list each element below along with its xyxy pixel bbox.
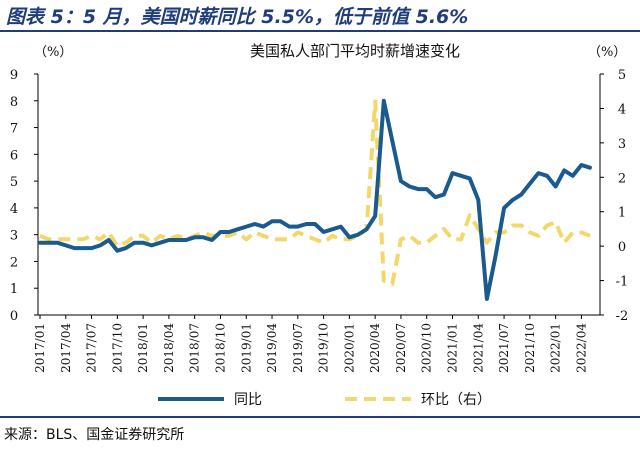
right-y-tick-label: 4 [618, 102, 626, 117]
x-tick-label: 2018/10 [213, 323, 227, 373]
x-tick-label: 2020/10 [420, 323, 434, 373]
x-tick-label: 2020/01 [342, 323, 356, 373]
right-y-tick-label: 1 [618, 206, 626, 221]
x-tick-label: 2020/07 [394, 323, 408, 373]
chart-legend: 同比 环比（右） [158, 392, 491, 408]
right-y-tick-label: 2 [618, 171, 626, 186]
left-axis-unit: （%） [34, 45, 72, 60]
right-y-tick-label: -2 [616, 309, 629, 324]
left-y-tick-label: 7 [10, 122, 18, 137]
chart-title: 美国私人部门平均时薪增速变化 [250, 42, 460, 60]
x-tick-label: 2022/01 [549, 323, 563, 373]
right-y-tick-label: 0 [618, 240, 626, 255]
left-y-tick-label: 9 [10, 68, 18, 83]
series-line-mom [39, 99, 591, 286]
x-tick-label: 2018/01 [136, 323, 150, 373]
legend-item-mom-label: 环比（右） [421, 392, 491, 408]
x-tick-label: 2019/10 [317, 323, 331, 373]
left-y-tick-label: 1 [10, 282, 18, 297]
x-tick-label: 2017/04 [59, 323, 73, 373]
right-y-tick-label: 3 [618, 137, 626, 152]
x-tick-label: 2021/04 [471, 323, 485, 373]
x-tick-label: 2019/07 [291, 323, 305, 373]
x-tick-label: 2018/07 [188, 323, 202, 373]
x-tick-label: 2019/01 [239, 323, 253, 373]
x-tick-label: 2017/01 [33, 323, 47, 373]
x-tick-label: 2017/07 [85, 323, 99, 373]
source-rule [0, 416, 640, 418]
left-y-tick-label: 0 [10, 309, 18, 324]
chart-series [38, 98, 592, 301]
left-y-tick-label: 8 [10, 95, 18, 110]
x-tick-label: 2018/04 [162, 323, 176, 373]
chart-axes: 0 1 2 3 4 5 6 7 8 9 -2 -1 0 1 2 3 4 5 2017/01 2017/04 2017/0… [10, 68, 628, 373]
right-axis-unit: （%） [588, 45, 626, 60]
title-rule [0, 30, 640, 32]
left-y-tick-label: 3 [10, 229, 18, 244]
right-y-tick-label: 5 [618, 68, 626, 83]
x-tick-label: 2021/01 [446, 323, 460, 373]
source-note: 来源：BLS、国金证券研究所 [4, 427, 185, 443]
x-tick-label: 2021/10 [523, 323, 537, 373]
legend-item-yoy-label: 同比 [234, 392, 262, 408]
x-tick-label: 2022/04 [574, 323, 588, 373]
x-tick-label: 2019/04 [265, 323, 279, 373]
line-chart: 美国私人部门平均时薪增速变化 （%） （%） 0 1 2 3 4 5 6 7 8 9 -2 -1 0 1 2… [10, 42, 628, 408]
left-y-tick-label: 6 [10, 148, 18, 163]
x-tick-label: 2020/04 [368, 323, 382, 373]
left-y-tick-label: 5 [10, 175, 18, 190]
x-tick-label: 2017/10 [110, 323, 124, 373]
right-y-tick-label: -1 [616, 275, 629, 290]
left-y-tick-label: 4 [10, 202, 18, 217]
left-y-tick-label: 2 [10, 255, 18, 270]
series-line-yoy [38, 98, 592, 301]
figure-title: 图表 5：5 月，美国时薪同比 5.5%，低于前值 5.6% [6, 6, 469, 28]
x-tick-label: 2021/07 [497, 323, 511, 373]
